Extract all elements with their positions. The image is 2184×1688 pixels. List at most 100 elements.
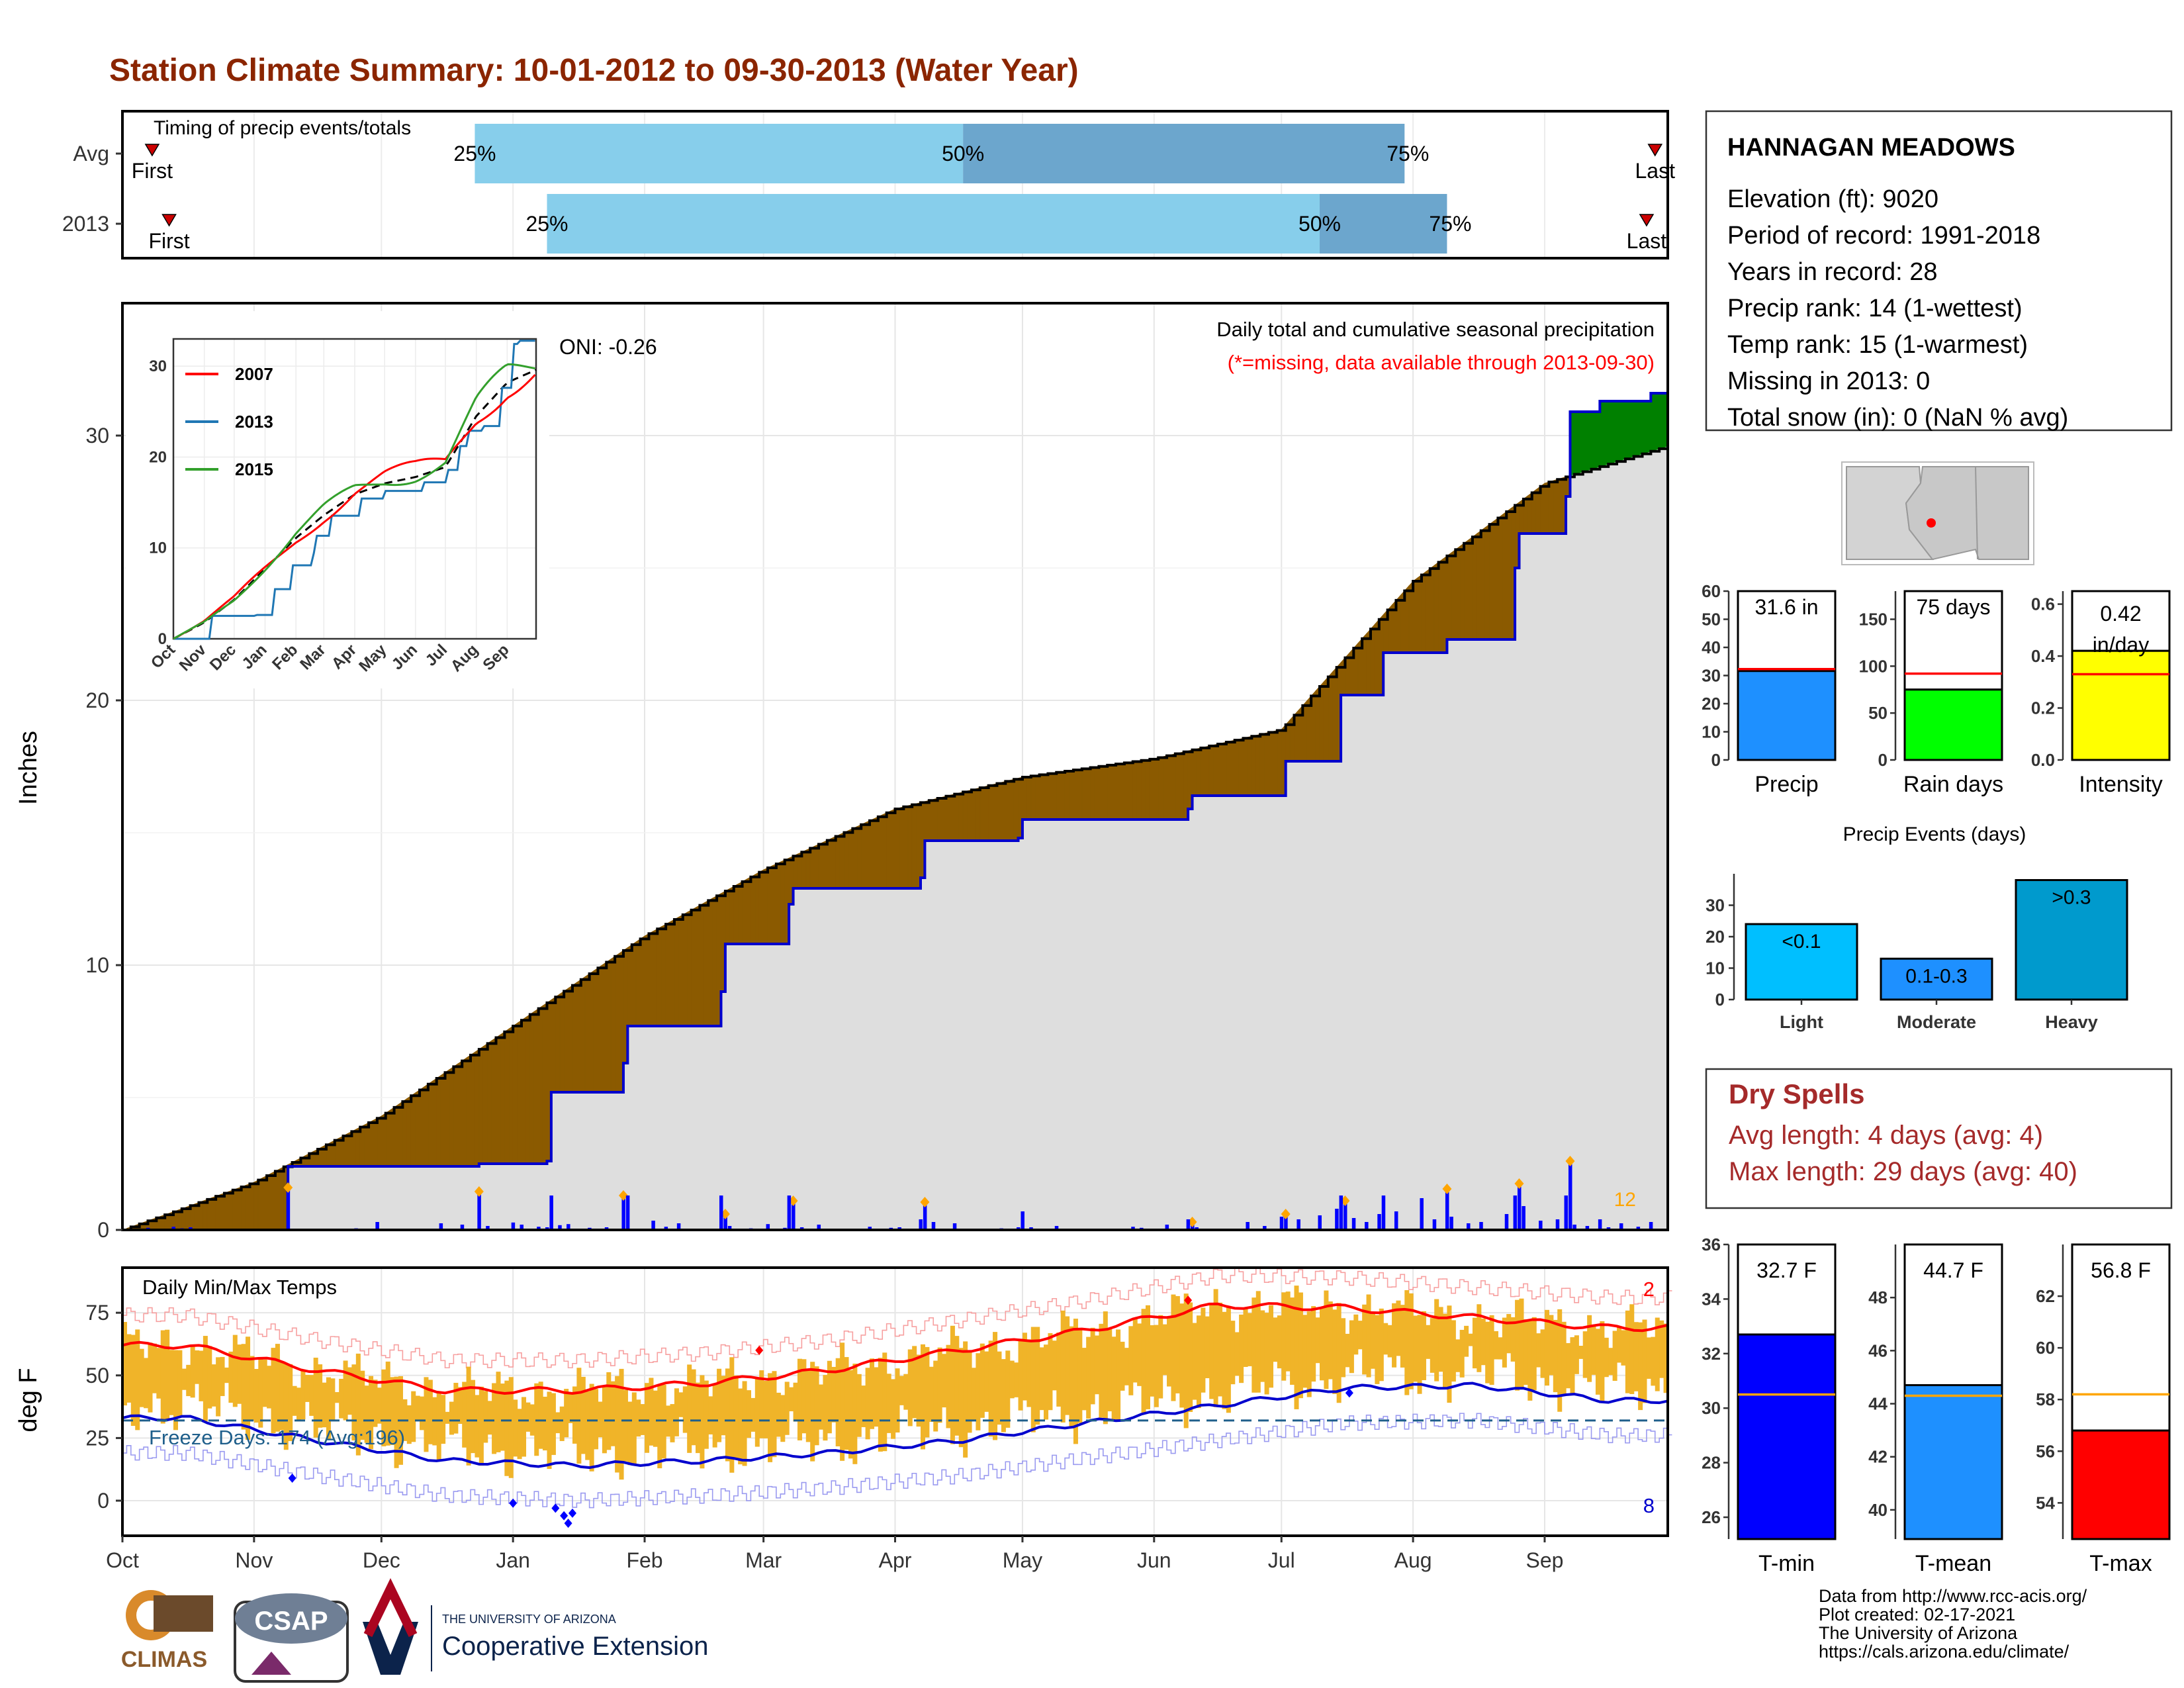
deficit-area <box>275 1168 280 1231</box>
daily-temp-bar <box>976 1353 981 1430</box>
daily-temp-bar <box>1438 1307 1443 1372</box>
deficit-area <box>1438 558 1443 653</box>
station-line: Total snow (in): 0 (NaN % avg) <box>1727 404 2068 432</box>
record-max-marker <box>1184 1295 1193 1305</box>
daily-temp-bar <box>1311 1306 1316 1382</box>
daily-temp-bar <box>1447 1305 1452 1403</box>
daily-precip-bar <box>439 1223 443 1230</box>
daily-temp-bar <box>958 1348 964 1448</box>
deficit-area <box>1107 764 1113 820</box>
daily-temp-bar <box>1162 1324 1167 1376</box>
daily-temp-bar <box>148 1342 153 1413</box>
daily-temp-bar <box>594 1389 599 1450</box>
deficit-area <box>1425 568 1431 653</box>
deficit-area <box>1273 729 1278 796</box>
daily-temp-bar <box>564 1389 569 1438</box>
daily-temp-bar <box>216 1357 221 1417</box>
month-label: Jul <box>1268 1548 1295 1572</box>
daily-precip-bar <box>1568 1161 1572 1230</box>
daily-temp-bar <box>954 1336 960 1436</box>
deficit-area <box>869 818 874 889</box>
daily-temp-bar <box>211 1364 216 1407</box>
daily-temp-bar <box>1039 1347 1044 1411</box>
deficit-area <box>614 953 619 1093</box>
daily-temp-bar <box>466 1366 471 1466</box>
deficit-area <box>1468 536 1473 640</box>
ua-big-text: Cooperative Extension <box>442 1632 708 1661</box>
daily-precip-bar <box>171 1227 175 1230</box>
summary-bar-group: 0 50 100 150 75 days Rain days <box>1859 590 2003 797</box>
deficit-area <box>1430 565 1435 653</box>
deficit-area <box>475 1049 480 1167</box>
daily-temp-bar <box>1035 1327 1040 1425</box>
daily-temp-bar <box>195 1350 200 1384</box>
daily-temp-bar <box>882 1352 887 1452</box>
deficit-area <box>589 970 594 1093</box>
daily-precip-bar <box>1381 1196 1386 1230</box>
daily-temp-bar <box>572 1386 577 1444</box>
daily-temp-bar <box>1527 1319 1533 1401</box>
daily-temp-bar <box>1396 1300 1401 1356</box>
daily-temp-bar <box>678 1392 684 1417</box>
daily-temp-bar <box>674 1388 679 1436</box>
daily-precip-bar <box>931 1222 936 1230</box>
cumulative-2013-line <box>122 392 1668 1231</box>
daily-temp-bar <box>1553 1319 1558 1393</box>
daily-temp-bar <box>513 1399 518 1457</box>
daily-temp-bar <box>1183 1293 1189 1429</box>
daily-temp-bar <box>1574 1335 1579 1374</box>
deficit-area <box>729 886 735 945</box>
daily-temp-bar <box>381 1369 387 1446</box>
daily-temp-bar <box>385 1361 390 1446</box>
daily-temp-bar <box>1205 1316 1210 1378</box>
deficit-area <box>610 955 615 1093</box>
daily-precip-bar <box>558 1225 562 1230</box>
daily-precip-bar <box>567 1224 570 1230</box>
deficit-area <box>602 961 607 1093</box>
daily-temp-bar <box>1336 1303 1342 1403</box>
deficit-area <box>1226 741 1231 796</box>
daily-temp-bar <box>661 1384 666 1459</box>
daily-precip-bar <box>1539 1221 1543 1230</box>
oni-label: ONI: -0.26 <box>559 335 657 359</box>
daily-temp-bar <box>712 1383 717 1448</box>
deficit-area <box>1493 517 1498 640</box>
deficit-area <box>521 1017 526 1164</box>
extreme-event-marker <box>1514 1178 1524 1189</box>
daily-temp-bar <box>751 1397 756 1432</box>
daily-temp-bar <box>521 1397 527 1457</box>
deficit-area <box>1103 765 1108 820</box>
y-tick-label: 36 <box>1702 1235 1721 1254</box>
deficit-area <box>635 938 641 1027</box>
value-bar <box>1737 1333 1837 1540</box>
first-label: First <box>148 229 189 253</box>
daily-temp-bar <box>377 1387 382 1424</box>
deficit-area <box>457 1060 463 1167</box>
daily-temp-bar <box>1103 1311 1108 1425</box>
daily-precip-bar <box>1467 1223 1471 1230</box>
daily-precip-bar <box>1284 1214 1288 1230</box>
daily-temp-bar <box>861 1385 866 1427</box>
daily-precip-bar <box>1165 1225 1169 1230</box>
daily-temp-bar <box>1617 1327 1622 1363</box>
month-label: Nov <box>235 1548 273 1572</box>
daily-temp-bar <box>576 1368 582 1464</box>
daily-temp-bar <box>547 1391 552 1470</box>
deficit-area <box>1247 735 1252 796</box>
deficit-area <box>220 1192 225 1231</box>
daily-temp-bar <box>1226 1305 1231 1413</box>
daily-temp-bar <box>453 1382 459 1434</box>
daily-temp-bar <box>1531 1317 1537 1391</box>
daily-temp-bar <box>1417 1315 1422 1394</box>
freeze-days: Freeze Days: 174 (Avg:196) <box>149 1426 405 1449</box>
station-name: HANNAGAN MEADOWS <box>1727 134 2015 162</box>
deficit-area <box>682 912 688 1027</box>
deficit-area <box>241 1185 246 1231</box>
deficit-area <box>1196 747 1201 796</box>
deficit-area <box>992 783 997 841</box>
daily-temp-bar <box>1515 1299 1520 1391</box>
precip-base-area <box>122 446 1668 1230</box>
daily-precip-bar <box>1517 1184 1522 1230</box>
deficit-area <box>704 900 709 1027</box>
daily-temp-bar <box>929 1366 934 1422</box>
